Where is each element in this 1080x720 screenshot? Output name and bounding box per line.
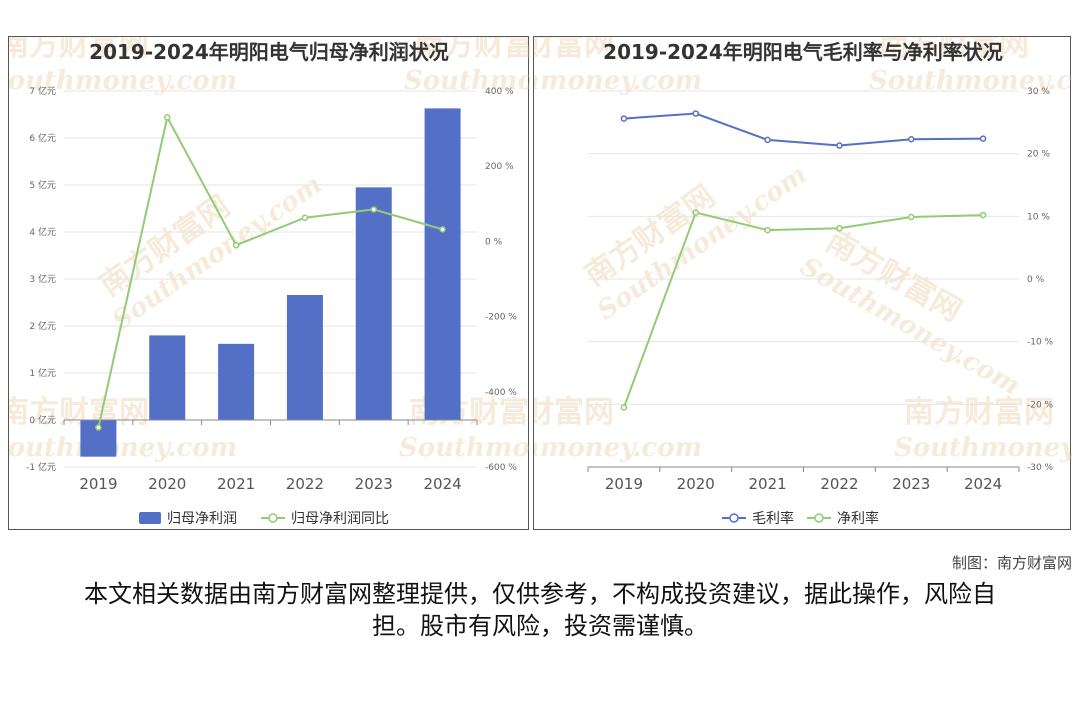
point-gross-margin-2022 [836,142,843,149]
point-gross-margin-2023 [908,136,915,143]
y-right-tick-label: 0 % [485,237,503,247]
legend-label-net-profit: 归母净利润 [167,510,237,527]
y-right-tick-label: -10 % [1027,338,1054,348]
x-tick-label: 2019 [605,475,643,493]
y-right-tick-label: 400 % [485,87,514,97]
legend-marker-net [814,513,824,523]
point-gross-margin-2024 [979,135,987,142]
legend-label-net: 净利率 [837,510,879,527]
point-yoy-2023 [370,206,377,213]
point-yoy-2024 [439,226,446,233]
y-left-tick-label: 1 亿元 [29,367,56,379]
point-yoy-2020 [164,114,171,121]
net-profit-chart: 南方财富网Southmoney.com南方财富网Southmoney.com南方… [9,37,530,527]
watermark-cn: 南方财富网 [534,395,614,430]
bar-2022 [286,294,323,420]
x-tick-label: 2024 [964,475,1002,493]
watermark-cn: 南方财富网 [534,37,614,63]
line-net-margin [622,211,984,408]
y-left-tick-label: 6 亿元 [29,132,56,144]
legend-label-yoy: 归母净利润同比 [291,510,389,527]
y-left-tick-label: -1 亿元 [26,461,56,473]
chart-credit: 制图：南方财富网 [951,554,1072,572]
chart-title: 2019-2024年明阳电气归母净利润状况 [89,40,449,64]
point-yoy-2019 [95,424,102,431]
y-right-tick-label: -20 % [1027,400,1054,410]
y-left-tick-label: 7 亿元 [29,85,56,97]
bar-2020 [149,335,186,420]
x-tick-label: 2020 [148,475,186,493]
y-right-tick-label: -30 % [1027,463,1054,473]
watermark-en: Southmoney.com [9,433,237,463]
x-tick-label: 2021 [748,475,786,493]
point-net-margin-2022 [836,224,843,232]
legend-swatch-net-profit [139,512,161,524]
bar-2024 [424,108,461,420]
point-net-margin-2020 [692,209,699,216]
y-left-tick-label: 0 亿元 [29,414,56,426]
point-gross-margin-2019 [620,115,628,122]
watermark-cn: 南方财富网 [879,37,1029,63]
y-right-tick-label: -600 % [485,463,517,473]
legend-marker-yoy [268,513,278,523]
x-tick-label: 2021 [217,475,255,493]
x-tick-label: 2023 [355,475,393,493]
x-tick-label: 2024 [423,475,461,493]
x-tick-label: 2022 [286,475,324,493]
x-tick-label: 2022 [820,475,858,493]
point-yoy-2021 [232,241,240,249]
y-right-tick-label: 10 % [1027,212,1050,222]
point-net-margin-2024 [979,211,987,219]
y-left-tick-label: 2 亿元 [29,320,56,332]
bar-2023 [355,187,392,420]
line-yoy-growth [97,114,443,428]
y-left-tick-label: 5 亿元 [29,179,56,191]
watermark-en: Southmoney.com [894,433,1072,463]
y-right-tick-label: 20 % [1027,150,1050,160]
point-gross-margin-2021 [764,136,771,144]
watermark-en: Southmoney.com [534,433,702,463]
bar-2021 [218,343,255,420]
y-right-tick-label: 0 % [1027,275,1045,285]
y-right-tick-label: 200 % [485,162,514,172]
y-right-tick-label: 30 % [1027,87,1050,97]
line-gross-margin [623,112,984,147]
point-gross-margin-2020 [692,110,699,117]
x-tick-label: 2020 [677,475,715,493]
point-yoy-2022 [301,214,309,221]
chart-title: 2019-2024年明阳电气毛利率与净利率状况 [603,40,1003,64]
legend-marker-gross [729,513,739,523]
point-net-margin-2023 [908,213,915,221]
disclaimer-text: 本文相关数据由南方财富网整理提供，仅供参考，不构成投资建议，据此操作，风险自担。… [84,580,996,640]
watermark-cn: 南方财富网 [414,37,530,63]
watermark-cn: 南方财富网 [9,395,149,430]
point-net-margin-2021 [764,226,771,234]
point-net-margin-2019 [620,404,628,411]
margin-chart: 南方财富网Southmoney.com南方财富网Southmoney.com南方… [534,37,1072,527]
x-tick-label: 2019 [79,475,117,493]
watermark-en: Southmoney.com [399,433,530,463]
y-left-tick-label: 4 亿元 [29,226,56,238]
watermark-cn: 南方财富网 [9,37,149,63]
y-left-tick-label: 3 亿元 [29,273,56,285]
x-tick-label: 2023 [892,475,930,493]
chart-panel-margins: 南方财富网Southmoney.com南方财富网Southmoney.com南方… [533,36,1072,530]
y-right-tick-label: -200 % [485,313,517,323]
y-right-tick-label: -400 % [485,388,517,398]
legend-label-gross: 毛利率 [752,510,794,527]
watermark-cn: 南方财富网 [904,395,1054,430]
chart-panel-net-profit: 南方财富网Southmoney.com南方财富网Southmoney.com南方… [8,36,530,530]
